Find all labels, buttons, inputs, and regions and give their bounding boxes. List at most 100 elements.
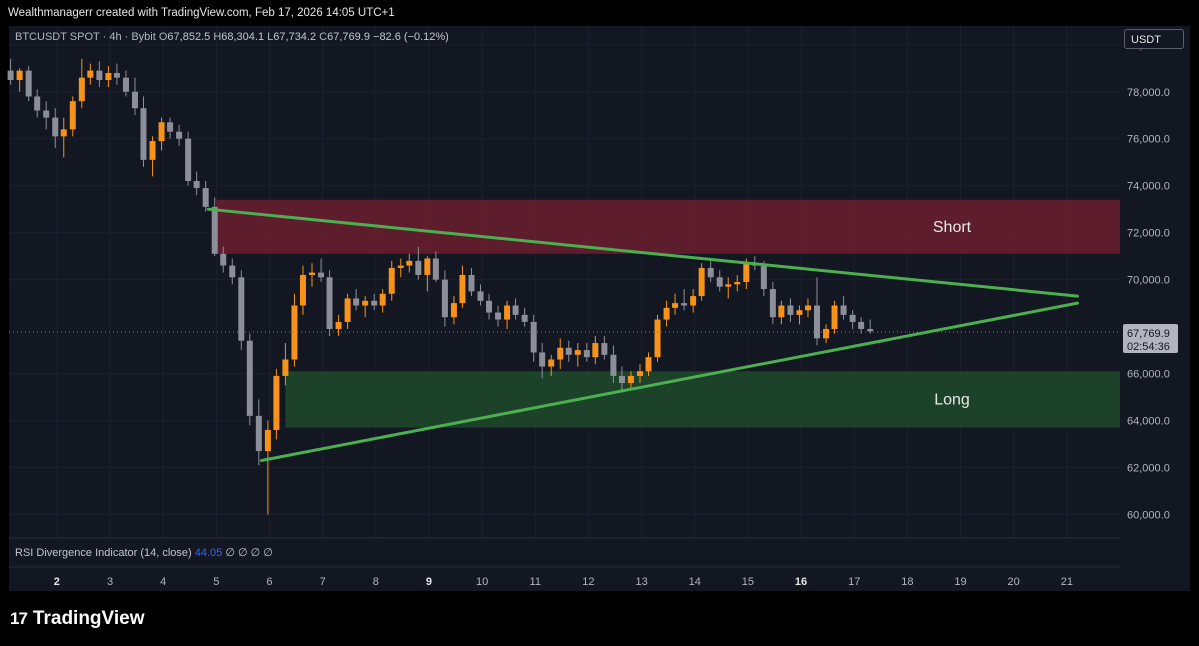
candle-body	[787, 305, 794, 315]
candle-body	[716, 277, 723, 287]
candle-body	[282, 359, 289, 376]
zone-label-long: Long	[934, 391, 970, 408]
y-tick-label: 64,000.0	[1127, 416, 1170, 428]
candle-body	[636, 371, 643, 376]
x-tick-label: 18	[901, 576, 913, 588]
candle-body	[831, 305, 838, 329]
low-value: 67,734.2	[273, 31, 317, 43]
x-tick-label: 15	[742, 576, 754, 588]
indicator-placeholders: ∅ ∅ ∅ ∅	[225, 547, 273, 559]
tradingview-logo-icon: 17	[10, 609, 28, 628]
x-tick-label: 19	[954, 576, 966, 588]
x-tick-label: 17	[848, 576, 860, 588]
candle-body	[397, 265, 404, 268]
candle-body	[371, 300, 378, 306]
candle-body	[521, 314, 528, 322]
chart-panel[interactable]	[9, 26, 1120, 591]
candle-body	[362, 300, 369, 306]
candle-body	[672, 303, 679, 308]
candle-body	[238, 277, 245, 341]
brand-name: TradingView	[32, 608, 145, 629]
y-tick-label: 74,000.0	[1127, 181, 1170, 193]
y-tick-label: 78,000.0	[1127, 87, 1170, 99]
x-tick-label: 11	[530, 576, 541, 588]
indicator-legend[interactable]: RSI Divergence Indicator (14, close) 44.…	[15, 546, 273, 559]
candle-body	[645, 357, 652, 372]
candle-body	[486, 300, 493, 313]
close-label: C	[319, 31, 328, 43]
high-label: H	[213, 31, 222, 43]
trendlines	[206, 207, 1079, 462]
symbol-label[interactable]: BTCUSDT SPOT · 4h · Bybit	[15, 31, 156, 43]
candle-body	[113, 72, 120, 78]
candle-body	[105, 72, 112, 81]
zone-short	[216, 199, 1120, 254]
x-tick-label: 4	[160, 576, 166, 588]
candle-body	[849, 314, 856, 322]
current-price-countdown: 02:54:36	[1127, 341, 1170, 353]
y-axis: 80,000.078,000.076,000.074,000.072,000.0…	[1127, 40, 1170, 522]
ohlc-legend: BTCUSDT SPOT · 4h · Bybit O67,852.5 H68,…	[15, 31, 449, 43]
candle-body	[654, 319, 661, 358]
current-price-badge	[1123, 324, 1178, 354]
triangle-lower	[260, 301, 1079, 462]
candle-body	[406, 260, 413, 266]
candle-body	[167, 122, 174, 132]
zones: Short Long	[216, 199, 1121, 428]
tradingview-brand: 17 TradingView	[10, 608, 145, 630]
candle-body	[512, 305, 519, 315]
candle-body	[87, 70, 94, 78]
candle-body	[477, 291, 484, 301]
candle-body	[220, 253, 227, 266]
grid-lines	[9, 26, 1120, 568]
candle-body	[681, 303, 688, 306]
x-tick-label: 20	[1008, 576, 1020, 588]
candle-body	[299, 274, 306, 306]
x-tick-label: 5	[213, 576, 219, 588]
candle-body	[707, 267, 714, 278]
candle-body	[52, 117, 59, 137]
x-tick-label: 8	[373, 576, 379, 588]
candle-body	[246, 340, 253, 416]
candle-body	[557, 347, 564, 360]
open-label: O	[158, 31, 168, 43]
candle-body	[415, 260, 422, 275]
candle-body	[326, 277, 333, 329]
candle-body	[574, 350, 581, 355]
close-value: 67,769.9	[327, 31, 370, 43]
candle-body	[814, 305, 820, 339]
currency-button[interactable]: USDT	[1124, 29, 1184, 49]
x-tick-label: 10	[476, 576, 488, 588]
indicator-name: RSI Divergence Indicator (14, close)	[15, 547, 192, 559]
candle-body	[441, 279, 448, 318]
x-tick-label: 9	[426, 576, 432, 588]
y-tick-label: 70,000.0	[1127, 275, 1170, 287]
candle-body	[379, 293, 386, 306]
candle-body	[25, 70, 32, 97]
candle-body	[450, 303, 457, 318]
candle-body	[530, 321, 537, 353]
candle-body	[565, 347, 572, 355]
candle-body	[618, 375, 625, 383]
candle-body	[69, 101, 76, 130]
candle-body	[318, 272, 325, 278]
price-scale-panel[interactable]	[1120, 26, 1190, 591]
x-tick-label: 21	[1061, 576, 1073, 588]
x-tick-label: 7	[320, 576, 326, 588]
candle-body	[804, 305, 811, 311]
y-tick-label: 60,000.0	[1127, 510, 1170, 522]
candle-body	[495, 312, 502, 320]
candle-body	[273, 375, 280, 430]
candle-body	[176, 131, 183, 139]
candle-body	[344, 298, 351, 322]
low-label: L	[267, 31, 274, 43]
price-overlay: 67,769.902:54:36	[9, 324, 1178, 354]
x-axis: 2 3 4 5 6 7 8 9 10 11 12 13 14 15 16 17 18 19 20 21	[54, 576, 1073, 588]
triangle-upper	[206, 207, 1079, 298]
candle-body	[255, 415, 262, 452]
candle-body	[601, 343, 608, 355]
candle-body	[291, 305, 298, 360]
candle-body	[592, 343, 599, 358]
